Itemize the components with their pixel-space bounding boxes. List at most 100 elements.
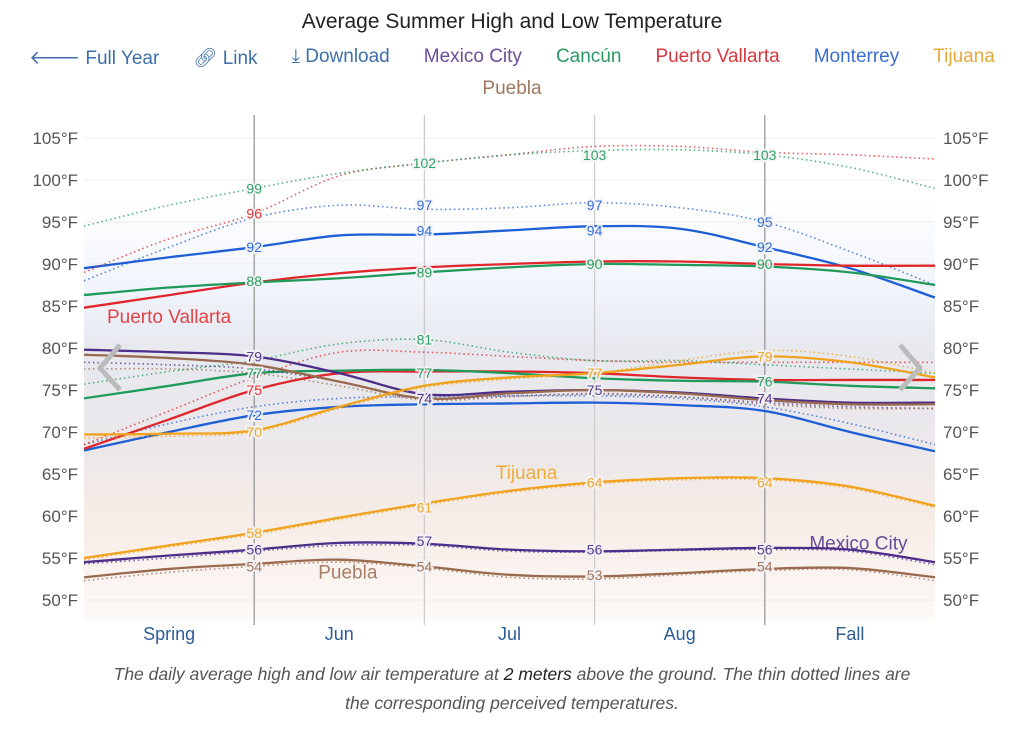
data-label: 76: [757, 374, 773, 390]
full-year-button[interactable]: 🡐 Full Year: [29, 48, 160, 69]
x-category-label: Spring: [143, 624, 195, 644]
legend-mexico-city[interactable]: Mexico City: [423, 46, 522, 67]
data-label: 56: [757, 542, 773, 558]
data-label: 89: [417, 264, 433, 280]
y-tick-label-right: 60°F: [943, 507, 979, 526]
y-tick-label-right: 65°F: [943, 465, 979, 484]
chart-title: Average Summer High and Low Temperature: [301, 10, 723, 33]
legend-puerto-vallarta[interactable]: Puerto Vallarta: [655, 46, 780, 67]
puebla-low-line: [83, 558, 936, 579]
data-label: 94: [587, 222, 603, 238]
tijuana-perceived-low-line: [83, 478, 936, 561]
y-tick-label-right: 105°F: [943, 129, 989, 148]
link-icon: 🔗︎: [193, 48, 223, 69]
data-label: 77: [587, 365, 603, 381]
y-tick-label-right: 50°F: [943, 591, 979, 610]
data-label: 54: [417, 558, 433, 574]
data-label: 92: [757, 239, 773, 255]
puerto-vallarta-perceived-high-line: [83, 144, 936, 274]
download-icon: ⤓: [291, 46, 306, 67]
puerto-vallarta-perceived-low-line: [83, 349, 935, 446]
y-tick-label-right: 85°F: [943, 297, 979, 316]
data-label: 56: [246, 542, 262, 558]
data-label: 77: [246, 365, 262, 381]
y-tick-label-right: 55°F: [943, 549, 979, 568]
data-label: 96: [246, 206, 262, 222]
data-label: 92: [246, 239, 262, 255]
puebla-high-line: [83, 353, 936, 406]
puerto-vallarta-high-line: [83, 260, 936, 309]
legend-tijuana[interactable]: Tijuana: [933, 46, 995, 67]
canc-n-perceived-low-line: [83, 338, 936, 385]
x-category-label: Jun: [325, 624, 354, 644]
canc-n-perceived-high-line: [83, 148, 936, 227]
data-label: 94: [417, 222, 433, 238]
puerto-vallarta-low-line: [83, 370, 935, 450]
y-tick-label-left: 90°F: [42, 255, 78, 274]
data-label: 88: [246, 273, 262, 289]
data-label: 97: [417, 197, 433, 213]
toolbar: 🡐 Full Year 🔗︎ Link ⤓ Download Mexico Ci…: [0, 46, 1024, 70]
y-tick-label-left: 80°F: [42, 339, 78, 358]
y-tick-label-right: 95°F: [943, 213, 979, 232]
data-label: 103: [583, 147, 607, 163]
data-label: 79: [246, 348, 262, 364]
next-arrow-icon[interactable]: [898, 343, 923, 392]
data-label: 61: [417, 500, 433, 516]
x-category-label: Jul: [498, 624, 521, 644]
puebla-perceived-low-line: [83, 561, 936, 582]
data-label: 54: [757, 558, 773, 574]
data-label: 57: [417, 533, 433, 549]
data-label: 70: [246, 424, 262, 440]
data-label: 102: [413, 155, 437, 171]
legend-puebla[interactable]: Puebla: [482, 78, 542, 99]
legend-cancun[interactable]: Cancún: [555, 46, 622, 67]
data-label: 103: [753, 147, 777, 163]
y-tick-label-right: 75°F: [943, 381, 979, 400]
data-label: 64: [587, 474, 603, 490]
data-label: 75: [246, 382, 262, 398]
previous-arrow-icon[interactable]: [97, 343, 122, 392]
data-label: 53: [587, 567, 603, 583]
data-label: 75: [587, 382, 603, 398]
monterrey-low-line: [83, 401, 936, 453]
canc-n-low-line: [83, 368, 936, 400]
y-tick-label-left: 85°F: [42, 297, 78, 316]
y-tick-label-left: 55°F: [42, 549, 78, 568]
mexico-city-low-line: [83, 541, 936, 564]
mexico-city-perceived-low-line: [83, 543, 936, 566]
series-annotation: Tijuana: [496, 463, 558, 484]
y-tick-label-left: 50°F: [42, 591, 78, 610]
y-tick-label-left: 70°F: [42, 423, 78, 442]
x-category-label: Fall: [835, 624, 864, 644]
mexico-city-perceived-high-line: [83, 361, 936, 410]
data-label: 81: [417, 332, 433, 348]
link-button[interactable]: 🔗︎ Link: [193, 48, 258, 69]
mexico-city-high-line: [83, 348, 936, 405]
data-label: 56: [587, 542, 603, 558]
data-label: 97: [587, 197, 603, 213]
tijuana-perceived-high-line: [83, 349, 936, 439]
monterrey-high-line: [83, 224, 936, 299]
data-label: 64: [757, 474, 773, 490]
download-button[interactable]: ⤓ Download: [291, 46, 390, 67]
y-tick-label-left: 60°F: [42, 507, 78, 526]
y-tick-label-left: 75°F: [42, 381, 78, 400]
data-label: 72: [246, 407, 262, 423]
y-tick-label-right: 70°F: [943, 423, 979, 442]
series-annotation: Puebla: [318, 562, 378, 583]
series-annotation: Mexico City: [809, 534, 908, 555]
data-label: 90: [587, 256, 603, 272]
data-label: 74: [757, 390, 773, 406]
y-tick-label-left: 95°F: [42, 213, 78, 232]
data-label: 54: [246, 558, 262, 574]
data-label: 79: [757, 348, 773, 364]
legend-monterrey[interactable]: Monterrey: [813, 46, 900, 67]
y-tick-label-left: 100°F: [32, 171, 78, 190]
y-tick-label-right: 100°F: [943, 171, 989, 190]
puebla-perceived-high-line: [83, 367, 936, 410]
data-label: 90: [757, 256, 773, 272]
y-tick-label-right: 80°F: [943, 339, 979, 358]
